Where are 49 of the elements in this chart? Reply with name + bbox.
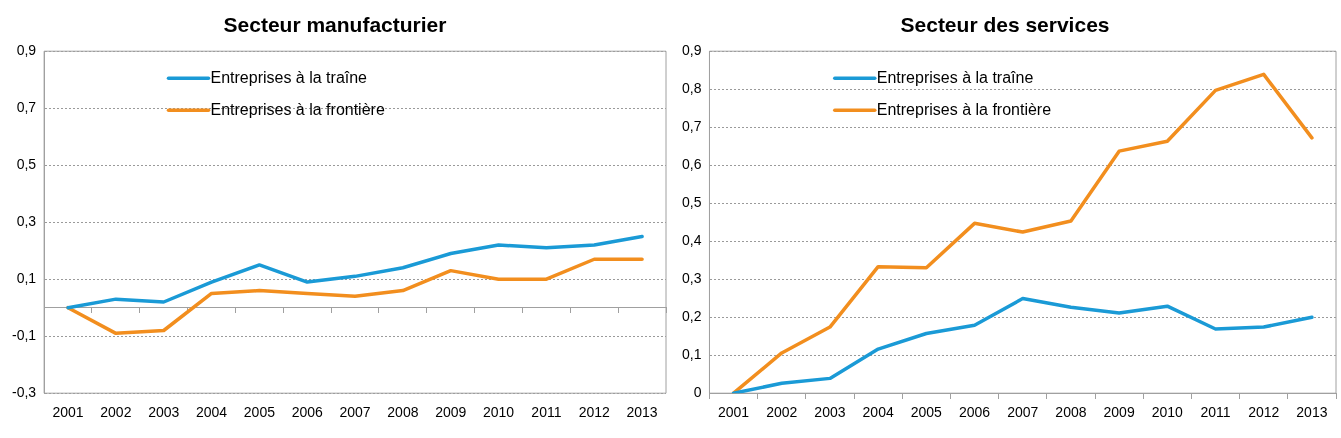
y-tick-label: 0,9 — [16, 42, 37, 59]
x-tick-label: 2006 — [291, 404, 324, 421]
y-tick-label: -0,3 — [12, 384, 37, 401]
x-tick-label: 2008 — [387, 404, 419, 421]
x-tick-label: 2010 — [482, 404, 515, 421]
legend-label: Entreprises à la frontière — [210, 100, 385, 118]
x-tick-label: 2004 — [862, 404, 894, 421]
x-tick-label: 2011 — [1200, 404, 1231, 421]
y-tick-label: 0,1 — [16, 270, 37, 287]
y-tick-label: 0,5 — [681, 194, 702, 211]
x-tick-label: 2003 — [814, 404, 846, 421]
x-tick-label: 2012 — [1248, 404, 1280, 421]
x-tick-label: 2011 — [531, 404, 562, 421]
x-tick-label: 2009 — [435, 404, 467, 421]
x-tick-label: 2002 — [766, 404, 798, 421]
y-tick-label: 0,5 — [16, 156, 37, 173]
y-tick-label: 0,7 — [16, 99, 37, 116]
x-tick-label: 2010 — [1151, 404, 1184, 421]
chart-title: Secteur manufacturier — [223, 13, 447, 37]
x-tick-label: 2007 — [339, 404, 371, 421]
x-tick-label: 2005 — [243, 404, 276, 421]
y-tick-label: 0,2 — [681, 308, 702, 325]
x-tick-label: 2003 — [148, 404, 180, 421]
y-tick-label: 0,4 — [681, 232, 702, 249]
x-tick-label: 2001 — [717, 404, 750, 421]
legend-label: Entreprises à la traîne — [876, 68, 1034, 86]
y-tick-label: 0,9 — [681, 42, 702, 59]
x-tick-label: 2004 — [195, 404, 228, 421]
x-tick-label: 2002 — [100, 404, 132, 421]
chart-title: Secteur des services — [900, 13, 1110, 37]
y-tick-label: 0,3 — [16, 213, 37, 230]
y-tick-label: 0,6 — [681, 156, 702, 173]
legend-label: Entreprises à la traîne — [210, 68, 368, 86]
x-tick-label: 2006 — [958, 404, 991, 421]
y-tick-label: 0,1 — [681, 346, 702, 363]
x-tick-label: 2012 — [578, 404, 611, 421]
x-tick-label: 2013 — [626, 404, 658, 421]
y-tick-label: 0,3 — [681, 270, 702, 287]
x-tick-label: 2009 — [1103, 404, 1135, 421]
y-tick-label: 0 — [693, 384, 702, 401]
legend-label: Entreprises à la frontière — [876, 100, 1052, 118]
y-tick-label: -0,1 — [12, 327, 37, 344]
y-tick-label: 0,7 — [681, 118, 702, 135]
x-tick-label: 2005 — [910, 404, 943, 421]
x-tick-label: 2001 — [52, 404, 84, 421]
x-tick-label: 2007 — [1007, 404, 1039, 421]
x-tick-label: 2008 — [1055, 404, 1087, 421]
x-tick-label: 2013 — [1296, 404, 1328, 421]
y-tick-label: 0,8 — [681, 80, 702, 97]
